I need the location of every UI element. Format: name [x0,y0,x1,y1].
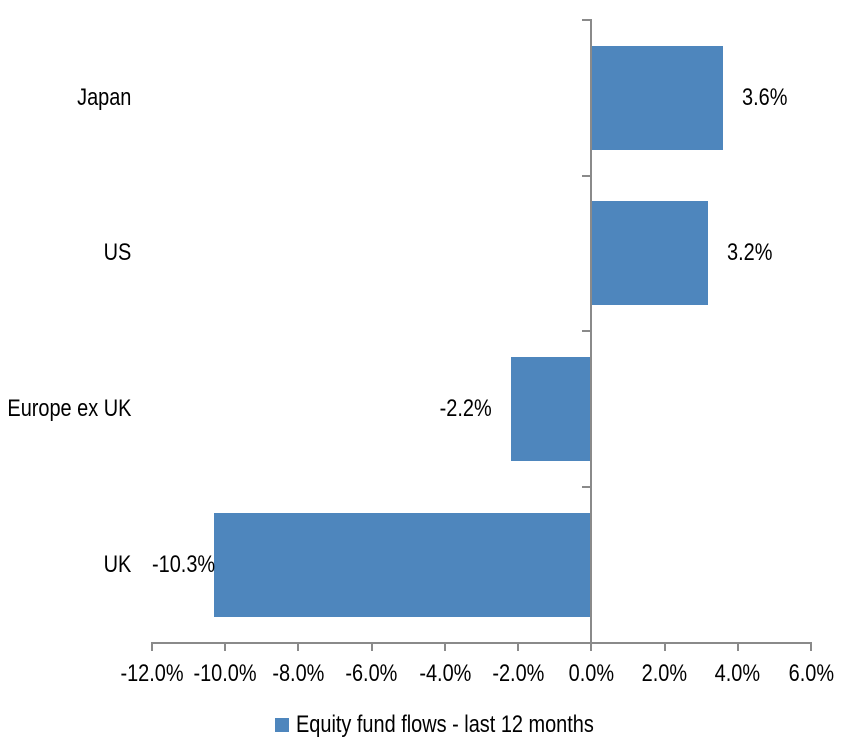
x-axis-tick-label: -12.0% [82,658,222,690]
data-label-europe-ex-uk: -2.2% [429,393,492,425]
bar-europe-ex-uk[interactable] [510,357,592,462]
x-axis-tick [443,643,446,651]
data-label-us-text: 3.2% [727,239,773,267]
x-axis-tick-label-text: -10.0% [193,660,257,687]
data-label-uk-text: -10.3% [152,550,216,578]
x-axis-tick-label-text: -12.0% [120,660,184,687]
x-axis-tick-label-text: -2.0% [492,660,545,687]
category-label-europe-ex-uk-text: Europe ex UK [6,395,131,423]
x-axis-tick-label-text: 2.0% [641,660,688,687]
x-axis-tick-label: -10.0% [155,658,295,690]
category-label-europe-ex-uk: Europe ex UK [0,331,131,487]
x-axis-line [151,641,812,644]
x-axis-tick-label: 4.0% [668,658,808,690]
x-axis-tick-label-text: 0.0% [568,660,615,687]
category-label-us-text: US [103,239,131,267]
x-axis-tick [370,643,373,651]
y-axis-line [590,19,593,644]
x-axis-tick [736,643,739,651]
bar-uk[interactable] [214,512,592,617]
x-axis-tick [151,643,153,651]
category-label-japan: Japan [66,20,131,176]
x-axis-tick-label-text: -8.0% [272,660,325,687]
x-axis-tick-label: -2.0% [448,658,588,690]
data-label-europe-ex-uk-text: -2.2% [439,395,492,423]
y-axis-tick [582,19,591,21]
data-label-japan: 3.6% [742,82,797,114]
x-axis-tick-label: -6.0% [302,658,442,690]
x-axis-tick-label-text: -6.0% [345,660,398,687]
x-axis-tick-label: 2.0% [595,658,735,690]
y-axis-tick [582,174,591,177]
data-label-us: 3.2% [727,237,782,269]
x-axis-tick [663,643,666,651]
x-axis-tick [224,643,227,651]
legend: Equity fund flows - last 12 months [275,711,655,739]
x-axis-tick-label-text: 4.0% [715,660,761,687]
x-axis-tick-label: -4.0% [375,658,515,690]
x-axis-tick [297,643,300,651]
x-axis-tick-label-text: 6.0% [788,660,834,687]
bar-japan[interactable] [591,45,724,150]
category-label-us: US [98,176,131,332]
y-axis-tick [582,330,591,333]
legend-swatch [275,718,289,732]
x-axis-tick [810,643,812,651]
category-label-uk-text: UK [103,550,131,578]
x-axis-tick-label: -8.0% [228,658,368,690]
x-axis-tick [590,643,593,651]
x-axis-tick-label-text: -4.0% [418,660,471,687]
category-label-japan-text: Japan [76,83,131,111]
category-label-uk: UK [98,487,131,643]
x-axis-tick [517,643,520,651]
legend-label: Equity fund flows - last 12 months [296,711,594,738]
data-label-japan-text: 3.6% [742,83,788,111]
x-axis-tick-label: 6.0% [741,658,852,690]
bar-us[interactable] [591,201,709,306]
y-axis-tick [582,485,591,488]
data-label-uk: -10.3% [152,549,228,581]
x-axis-tick-label: 0.0% [521,658,661,690]
